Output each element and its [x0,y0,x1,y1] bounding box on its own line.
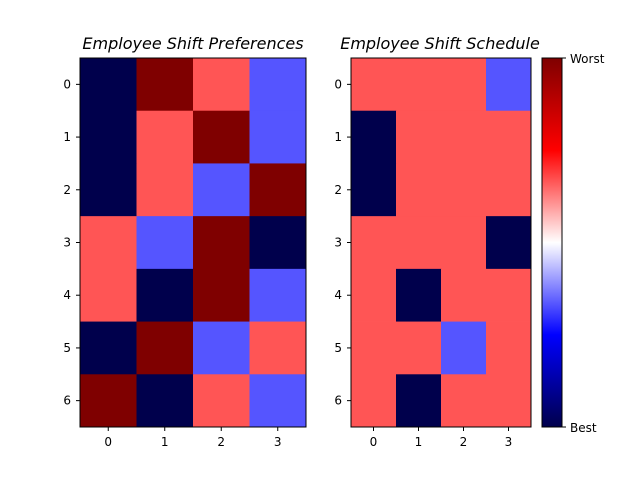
preferences-cell-r6-c2 [193,374,250,428]
schedule-cell-r1-c3 [486,110,532,164]
schedule-cell-r3-c3 [486,216,532,270]
schedule-cell-r1-c2 [441,110,487,164]
schedule-cell-r5-c1 [396,321,442,375]
preferences-xtick-label: 1 [161,435,169,449]
preferences-cell-r5-c1 [136,321,194,375]
schedule-cell-r4-c2 [441,268,487,322]
schedule-xtick-label: 0 [370,435,378,449]
schedule-cell-r1-c1 [396,110,442,164]
schedule-title: Employee Shift Schedule [340,34,540,53]
colorbar-frame [541,57,563,428]
preferences-cell-r2-c0 [80,163,137,217]
schedule-cell-r5-c0 [351,321,397,375]
preferences-cell-r1-c2 [193,110,250,164]
preferences-ytick-label: 6 [63,394,71,408]
schedule-cell-r4-c0 [351,268,397,322]
preferences-cell-r4-c0 [80,268,137,322]
schedule-cell-r3-c2 [441,216,487,270]
preferences-cell-r3-c3 [249,216,307,270]
preferences-cell-r0-c1 [136,58,194,112]
preferences-cell-r2-c1 [136,163,194,217]
schedule-cell-r3-c1 [396,216,442,270]
schedule-cell-r5-c3 [486,321,532,375]
schedule-cell-r0-c1 [396,58,442,112]
preferences-ytick-label: 4 [63,288,71,302]
preferences-cell-r3-c1 [136,216,194,270]
preferences-ytick-label: 2 [63,183,71,197]
schedule-xtick-label: 1 [415,435,423,449]
schedule-heatmap: 0 1 2 3 0 1 2 3 4 5 6 [334,57,532,449]
preferences-xtick-label: 0 [104,435,112,449]
preferences-xtick-label: 3 [274,435,282,449]
schedule-ytick-label: 6 [334,394,342,408]
preferences-cell-r5-c2 [193,321,250,375]
preferences-heatmap: 0 1 2 3 0 1 2 3 4 5 6 [63,57,307,449]
schedule-cell-r2-c0 [351,163,397,217]
schedule-cell-r2-c2 [441,163,487,217]
schedule-cell-r4-c1 [396,268,442,322]
preferences-cell-r6-c1 [136,374,194,428]
preferences-cell-r3-c2 [193,216,250,270]
preferences-ytick-label: 1 [63,130,71,144]
preferences-cell-r0-c2 [193,58,250,112]
preferences-ytick-label: 3 [63,236,71,250]
schedule-cell-r0-c2 [441,58,487,112]
schedule-cell-r0-c3 [486,58,532,112]
schedule-cell-r0-c0 [351,58,397,112]
schedule-cell-r6-c1 [396,374,442,428]
preferences-cell-r3-c0 [80,216,137,270]
schedule-ytick-label: 3 [334,236,342,250]
schedule-cell-r3-c0 [351,216,397,270]
colorbar: Worst Best [541,52,605,435]
schedule-ytick-label: 5 [334,341,342,355]
schedule-cell-r2-c3 [486,163,532,217]
schedule-cell-r5-c2 [441,321,487,375]
colorbar-top-label: Worst [570,52,605,66]
preferences-ytick-label: 5 [63,341,71,355]
preferences-title: Employee Shift Preferences [82,34,303,53]
preferences-xtick-label: 2 [217,435,225,449]
preferences-cell-r6-c3 [249,374,307,428]
schedule-cell-r2-c1 [396,163,442,217]
preferences-cell-r1-c1 [136,110,194,164]
preferences-cell-r1-c0 [80,110,137,164]
preferences-cell-r2-c2 [193,163,250,217]
schedule-ytick-label: 0 [334,77,342,91]
schedule-cell-r6-c3 [486,374,532,428]
schedule-ytick-label: 1 [334,130,342,144]
schedule-cell-r1-c0 [351,110,397,164]
preferences-cell-r5-c0 [80,321,137,375]
schedule-ytick-label: 4 [334,288,342,302]
preferences-cell-r5-c3 [249,321,307,375]
preferences-cell-r4-c3 [249,268,307,322]
colorbar-bottom-label: Best [570,421,597,435]
schedule-ytick-label: 2 [334,183,342,197]
preferences-cell-r4-c2 [193,268,250,322]
preferences-cell-r6-c0 [80,374,137,428]
schedule-xtick-label: 3 [505,435,513,449]
schedule-cell-r6-c2 [441,374,487,428]
preferences-cell-r0-c0 [80,58,137,112]
preferences-cell-r4-c1 [136,268,194,322]
colorbar-gradient [542,58,562,427]
preferences-ytick-label: 0 [63,77,71,91]
schedule-xtick-label: 2 [460,435,468,449]
preferences-cell-r0-c3 [249,58,307,112]
schedule-cell-r6-c0 [351,374,397,428]
preferences-cell-r1-c3 [249,110,307,164]
schedule-cell-r4-c3 [486,268,532,322]
preferences-cell-r2-c3 [249,163,307,217]
